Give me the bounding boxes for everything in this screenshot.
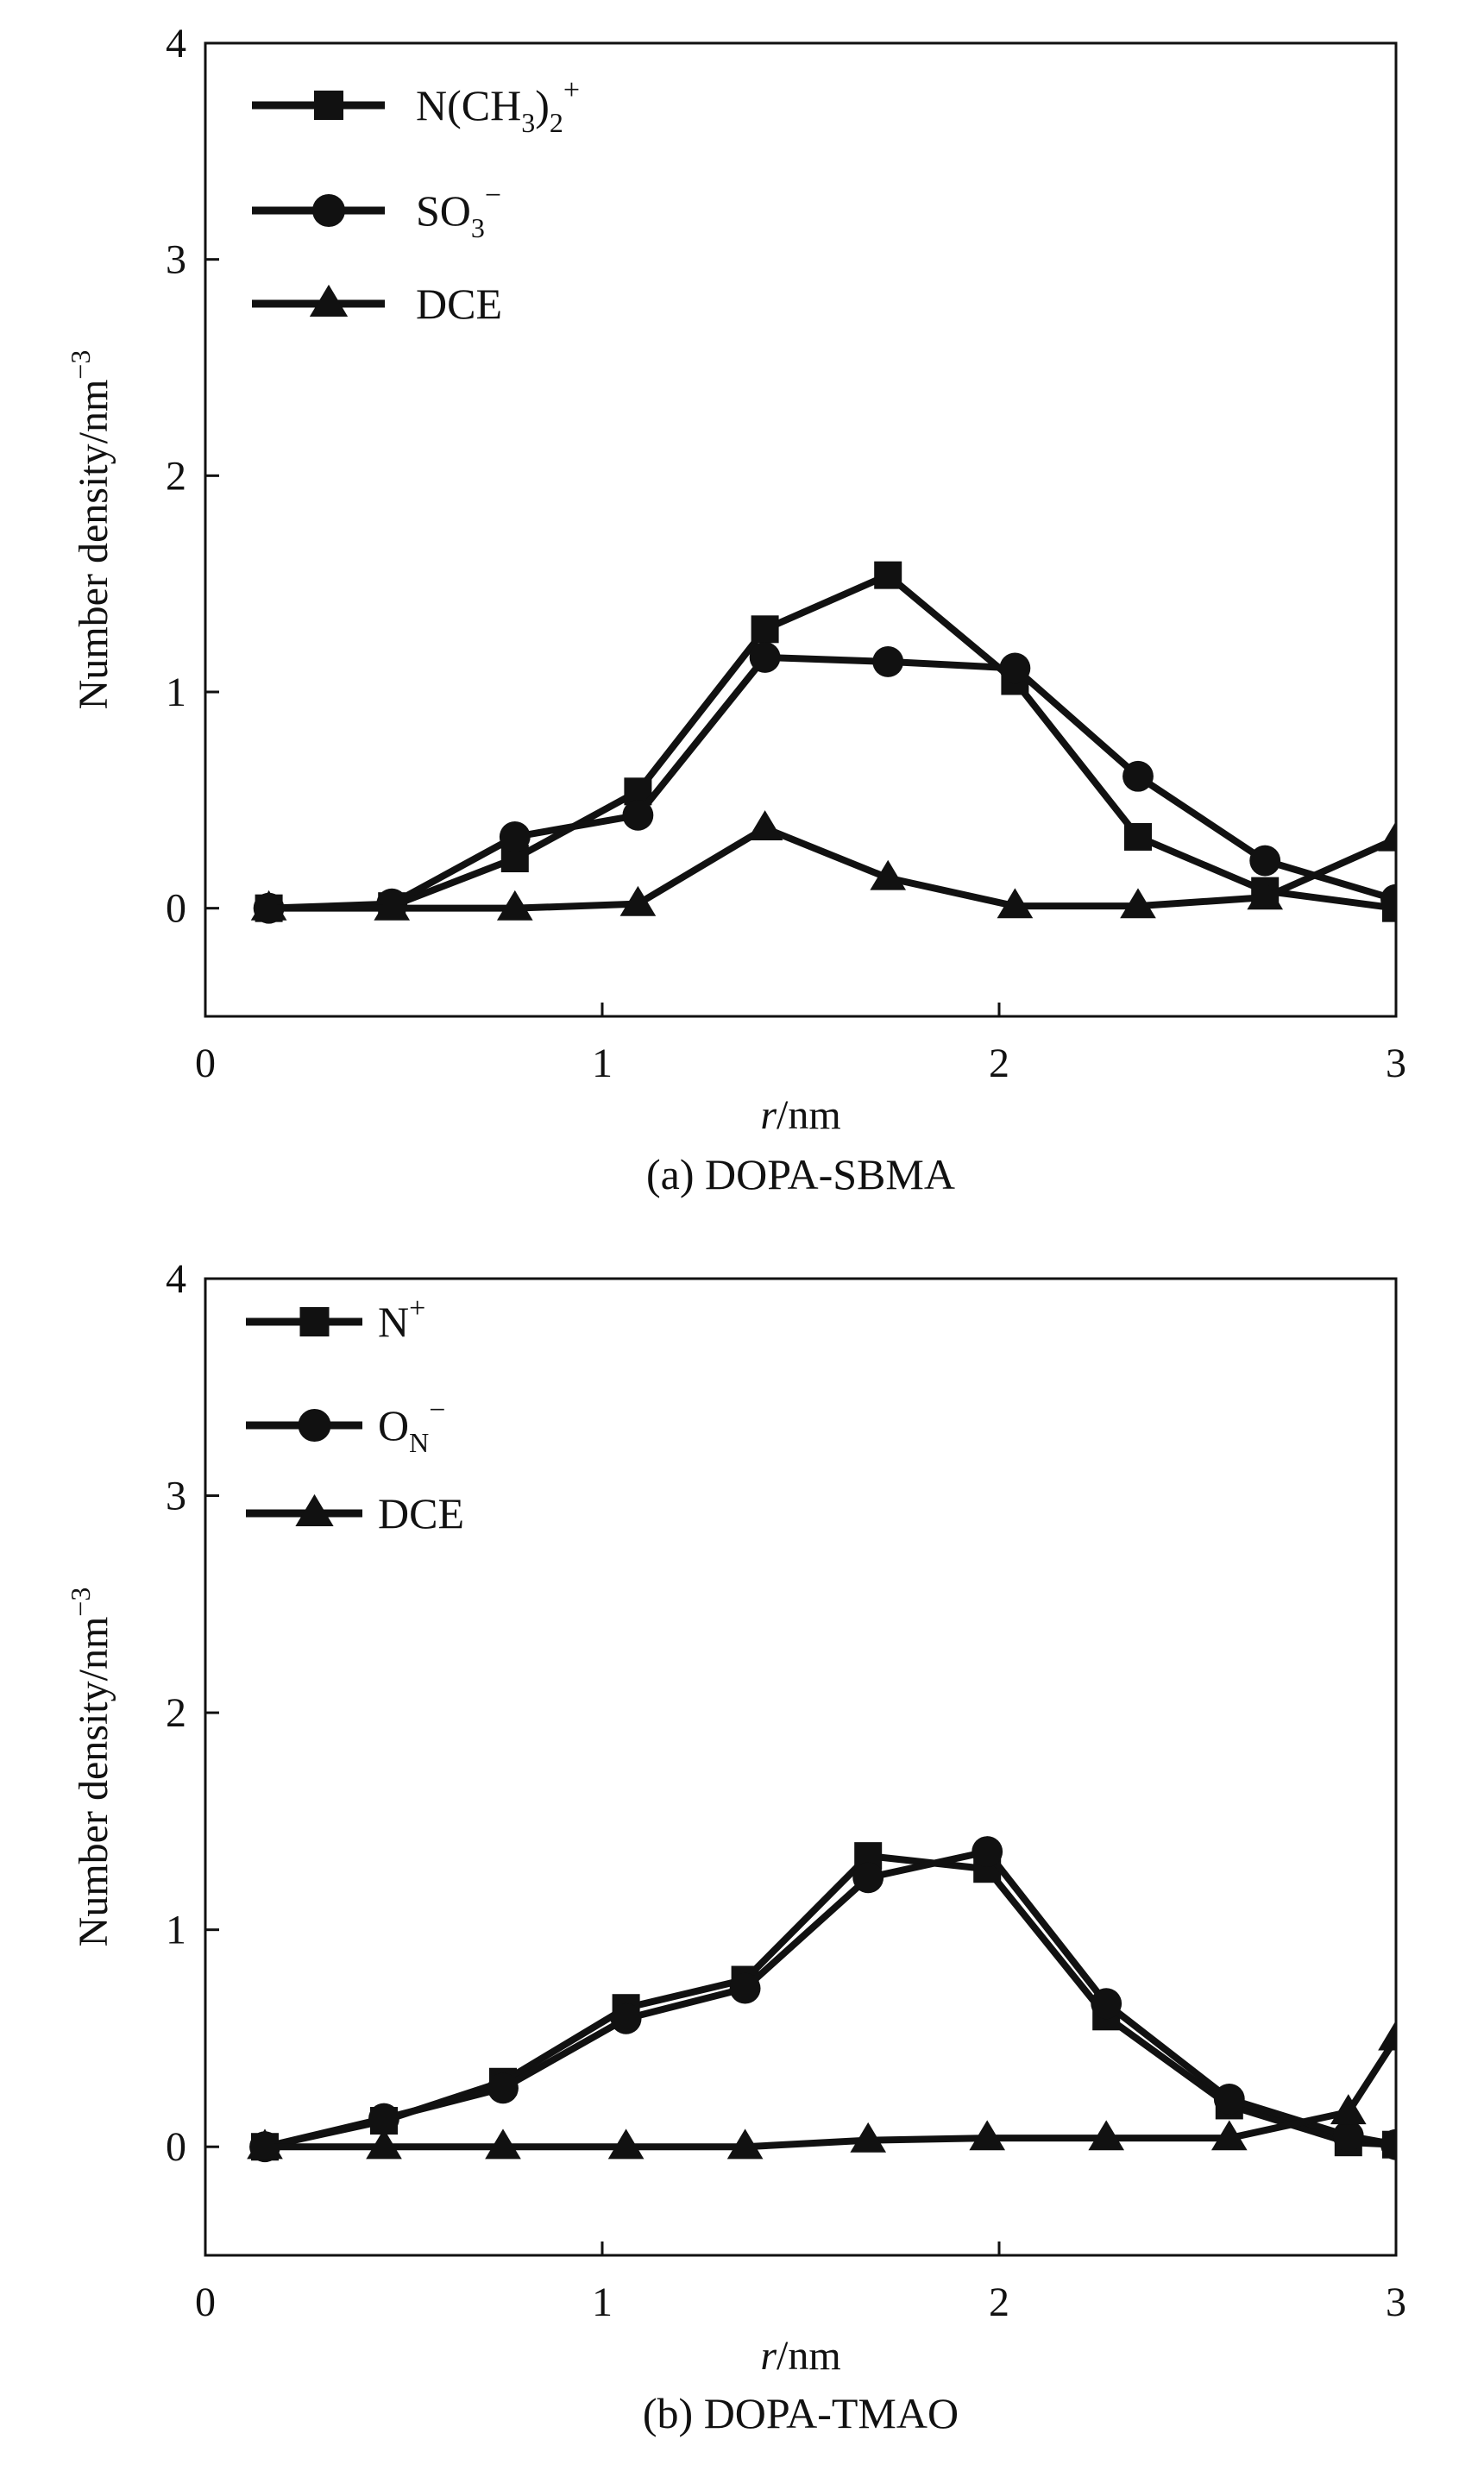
y-tick-label: 2 [166, 453, 186, 499]
y-axis-label: Number density/nm−3 [65, 350, 116, 710]
data-point [374, 890, 411, 921]
data-point [749, 641, 781, 673]
y-tick-label: 3 [166, 237, 186, 283]
data-point [1213, 2083, 1245, 2115]
y-tick-label: 4 [166, 1256, 186, 1302]
data-point [247, 2128, 283, 2160]
legend-marker [295, 1493, 334, 1526]
x-tick-label: 2 [989, 1041, 1009, 1086]
series-line [268, 824, 1396, 912]
data-point [368, 2103, 399, 2135]
data-point [1380, 883, 1396, 915]
data-point [1249, 845, 1281, 877]
legend-entry: DCE [252, 280, 502, 328]
y-tick-label: 4 [166, 21, 186, 66]
data-point [1122, 760, 1154, 792]
legend-label: SO3− [416, 179, 501, 243]
y-tick-label: 2 [166, 1690, 186, 1736]
data-point [874, 561, 902, 589]
data-point [1380, 2128, 1396, 2160]
data-point [972, 1836, 1003, 1868]
series-triangle [247, 2020, 1396, 2160]
y-tick-label: 1 [166, 670, 186, 715]
legend-entry: SO3− [252, 179, 501, 243]
legend-label: DCE [378, 1489, 464, 1537]
data-point [622, 799, 654, 831]
data-point [496, 890, 533, 921]
data-point [870, 859, 907, 890]
legend-marker [311, 193, 346, 228]
data-point [619, 885, 657, 916]
x-tick-label: 2 [989, 2279, 1009, 2325]
x-tick-label: 3 [1386, 1041, 1406, 1086]
series-triangle [250, 810, 1396, 921]
plot-area [250, 561, 1396, 924]
y-tick-label: 1 [166, 1908, 186, 1953]
chart-panel-b: 0 1 2 3 4 0 1 2 3 r/nm Number density/nm−3 (b) DOPA… [65, 1256, 1406, 2437]
legend-entry: N(CH3)2+ [252, 74, 580, 138]
data-point [999, 652, 1031, 684]
legend-label: DCE [416, 280, 502, 328]
data-point [499, 821, 531, 852]
data-point [1378, 2020, 1396, 2051]
y-tick-label: 0 [166, 2124, 186, 2170]
data-point [366, 2128, 402, 2160]
data-point [250, 890, 287, 921]
data-point [872, 645, 904, 677]
panel-caption: (b) DOPA-TMAO [643, 2389, 959, 2437]
legend-entry: DCE [246, 1489, 464, 1537]
legend-entry: N+ [246, 1292, 425, 1346]
x-axis-label: r/nm [760, 1092, 840, 1138]
data-point [1330, 2094, 1367, 2125]
legend-label: N(CH3)2+ [416, 74, 580, 138]
series-circle [249, 1836, 1396, 2163]
data-point [1332, 2120, 1364, 2152]
x-axis-label: r/nm [760, 2333, 840, 2379]
data-point [610, 2003, 642, 2034]
data-point [1210, 2120, 1248, 2151]
plot-area [247, 1836, 1396, 2163]
legend-marker [309, 284, 349, 317]
data-point [850, 2122, 887, 2153]
data-point [726, 2128, 764, 2160]
legend-entry: ON− [246, 1394, 445, 1458]
legend-marker [314, 91, 343, 120]
y-tick-label: 0 [166, 886, 186, 932]
data-point [1091, 1988, 1122, 2020]
data-point [746, 810, 783, 841]
x-tick-label: 3 [1386, 2279, 1406, 2325]
x-tick-label: 0 [195, 2279, 216, 2325]
chart-panel-a: 0 1 2 3 4 0 1 2 3 r/nm Number density/nm−3 (a) DOPA… [65, 21, 1406, 1198]
data-point [852, 1862, 884, 1894]
data-point [1378, 821, 1396, 852]
legend-label: N+ [378, 1292, 425, 1346]
series-line [268, 653, 1396, 912]
legend-marker [299, 1307, 330, 1336]
y-axis-label: Number density/nm−3 [65, 1588, 116, 1947]
x-tick-label: 1 [592, 2279, 613, 2325]
panel-caption: (a) DOPA-SBMA [646, 1150, 955, 1198]
data-point [1088, 2120, 1125, 2151]
data-point [1120, 888, 1156, 919]
data-point [1247, 879, 1284, 910]
series-line [268, 571, 1396, 912]
data-point [997, 888, 1034, 919]
series-square [255, 561, 1396, 922]
data-point [485, 2128, 521, 2160]
legend-label: ON− [378, 1394, 445, 1458]
data-point [1124, 822, 1152, 851]
plot-frame [204, 41, 1398, 1018]
data-point [969, 2120, 1006, 2151]
data-point [487, 2072, 519, 2104]
plot-frame [204, 1277, 1398, 2257]
legend-marker [298, 1408, 331, 1443]
y-tick-label: 3 [166, 1474, 186, 1519]
x-tick-label: 0 [195, 1041, 216, 1086]
data-point [607, 2128, 645, 2160]
data-point [729, 1972, 761, 2004]
data-point [751, 615, 779, 644]
x-tick-label: 1 [592, 1041, 613, 1086]
